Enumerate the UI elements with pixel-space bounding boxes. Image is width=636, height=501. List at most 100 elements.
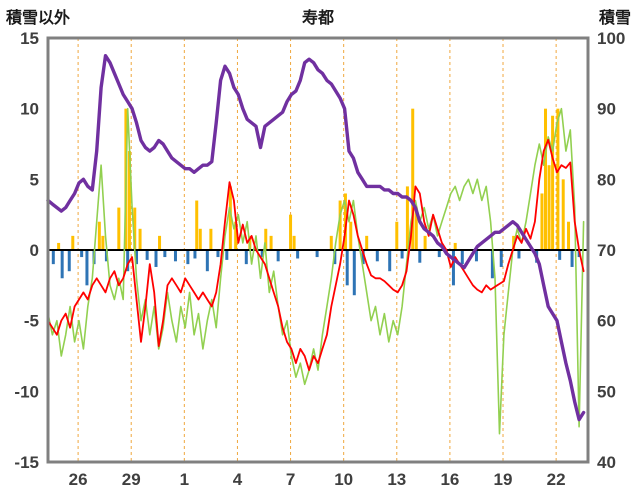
plot-frame	[46, 36, 590, 464]
blue-bars-bar	[216, 250, 220, 258]
orange-bars-bar	[547, 165, 551, 250]
blue-bars-bar	[558, 250, 562, 260]
orange-bars-bar	[561, 179, 565, 250]
orange-bars-bar	[264, 228, 268, 250]
x-tick-label: 26	[69, 470, 88, 489]
blue-bars-bar	[375, 250, 379, 262]
y-left-tick-label: 15	[20, 29, 39, 48]
x-tick-label: 19	[494, 470, 513, 489]
orange-bars-bar	[544, 108, 548, 251]
orange-bars-bar	[127, 151, 131, 250]
y-left-tick-label: -5	[24, 312, 39, 331]
chart-title: 寿都	[301, 10, 334, 27]
y-left-tick-label: -15	[14, 453, 39, 472]
blue-bars-bar	[145, 250, 149, 260]
blue-bars-bar	[260, 250, 264, 258]
blue-bars-bar	[244, 250, 248, 265]
orange-bars-bar	[289, 214, 293, 250]
right-axis-title: 積雪	[598, 10, 631, 27]
blue-bars-bar	[451, 250, 455, 286]
orange-bars-bar	[195, 200, 199, 250]
orange-bars-bar	[198, 228, 202, 250]
y-right-tick-label: 50	[597, 382, 616, 401]
blue-bars-bar	[460, 250, 464, 265]
blue-bars-bar	[388, 250, 392, 272]
y-left-tick-label: -10	[14, 382, 39, 401]
red-series-line	[47, 138, 585, 372]
blue-bars-bar	[517, 250, 521, 259]
y-right-tick-label: 100	[597, 29, 625, 48]
orange-bars-bar	[234, 221, 238, 250]
orange-bars-bar	[349, 221, 353, 250]
x-tick-label: 4	[233, 470, 243, 489]
orange-bars-bar	[567, 221, 571, 250]
orange-bars-bar	[209, 228, 213, 250]
orange-bars-bar	[551, 115, 555, 250]
orange-bars-bar	[453, 242, 457, 250]
blue-bars-bar	[60, 250, 64, 279]
blue-bars-bar	[490, 250, 494, 279]
blue-bars-bar	[352, 250, 356, 296]
blue-bars-bar	[400, 250, 404, 259]
blue-bars-bar	[361, 250, 365, 265]
blue-bars-bar	[474, 250, 478, 262]
orange-bars-bar	[269, 235, 273, 250]
x-tick-label: 7	[286, 470, 295, 489]
blue-bars-bar	[276, 250, 280, 262]
orange-bars-bar	[395, 221, 399, 250]
orange-bars-bar	[138, 228, 142, 250]
orange-bars-bar	[329, 235, 333, 250]
orange-bars-bar	[158, 235, 162, 250]
y-right-tick-label: 90	[597, 100, 616, 119]
orange-bars-bar	[133, 207, 137, 250]
x-tick-label: 22	[547, 470, 566, 489]
orange-bars-bar	[338, 200, 342, 250]
orange-bars-bar	[343, 193, 347, 250]
x-tick-label: 10	[334, 470, 353, 489]
blue-bars-bar	[163, 250, 167, 258]
blue-bars-bar	[186, 250, 190, 265]
orange-bars-bar	[365, 235, 369, 250]
x-tick-label: 13	[387, 470, 406, 489]
blue-bars-bar	[315, 250, 319, 258]
blue-bars-bar	[499, 250, 503, 267]
orange-bars-bar	[292, 235, 296, 250]
x-tick-label: 16	[440, 470, 459, 489]
blue-bars-bar	[225, 250, 229, 260]
y-right-tick-label: 80	[597, 170, 616, 189]
blue-bars-bar	[418, 250, 422, 263]
y-left-tick-label: 10	[20, 100, 39, 119]
orange-bars-bar	[414, 207, 418, 250]
blue-bars-bar	[67, 250, 71, 272]
blue-bars-bar	[126, 250, 130, 272]
blue-bars-bar	[333, 250, 337, 265]
blue-bars-bar	[205, 250, 209, 272]
orange-bars-bar	[97, 221, 101, 250]
left-axis-title: 積雪以外	[6, 10, 71, 27]
y-right-tick-label: 70	[597, 241, 616, 260]
orange-bars-bar	[556, 108, 560, 251]
blue-bars-bar	[173, 250, 177, 262]
blue-bars-bar	[104, 250, 108, 262]
blue-bars-bar	[437, 250, 441, 258]
y-right-tick-label: 40	[597, 453, 616, 472]
blue-bars-bar	[345, 250, 349, 286]
orange-bars-bar	[411, 108, 415, 251]
orange-bars-bar	[101, 235, 105, 250]
blue-bars-bar	[570, 250, 574, 267]
x-tick-label: 1	[180, 470, 189, 489]
blue-bars-bar	[85, 250, 89, 286]
blue-bars-bar	[51, 250, 55, 265]
y-left-tick-label: 5	[30, 170, 39, 189]
blue-bars-bar	[193, 250, 197, 259]
orange-bars-bar	[423, 235, 427, 250]
y-right-tick-label: 60	[597, 312, 616, 331]
orange-bars-bar	[228, 186, 232, 250]
blue-bars-bar	[296, 250, 300, 259]
x-tick-label: 29	[122, 470, 141, 489]
orange-bars-bar	[57, 242, 61, 250]
y-left-tick-label: 0	[30, 241, 39, 260]
orange-bars-bar	[405, 186, 409, 250]
